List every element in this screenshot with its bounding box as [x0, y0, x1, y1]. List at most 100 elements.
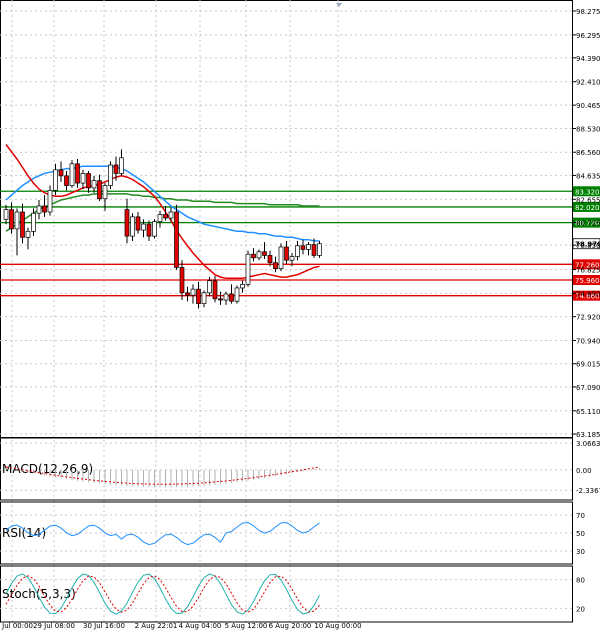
macd-tick-label: -2.3367	[576, 487, 600, 495]
price-tick-label: 94.390	[576, 55, 600, 63]
price-tick-label: 72.920	[576, 314, 600, 322]
macd-tick-label: 3.0663	[576, 440, 600, 448]
candle-bull	[306, 244, 311, 250]
ma-red-line	[5, 144, 320, 280]
price-tick-label: 98.275	[576, 8, 600, 16]
candle-bear	[124, 209, 130, 237]
rsi-line	[5, 521, 320, 546]
candle-bull	[223, 293, 229, 301]
candle-bear	[9, 209, 14, 230]
level-price-box	[573, 201, 600, 212]
candle-bear	[42, 205, 47, 213]
candle-bull	[168, 211, 174, 219]
candle-bull	[289, 256, 295, 261]
stoch-tick-label: 80	[576, 577, 585, 585]
moving-averages	[5, 144, 320, 280]
candle-bull	[201, 292, 207, 304]
time-tick-label: 6 Aug 20:00	[269, 622, 312, 630]
candle-bull	[240, 283, 245, 289]
support-resistance-levels: 83.320 82.020 80.720 77.260 75.960 74.660 78.9…	[0, 186, 600, 301]
candle-bear	[196, 288, 201, 304]
candle-bear	[20, 211, 25, 238]
price-tick-label: 65.110	[576, 408, 600, 416]
level-price-box	[573, 259, 600, 270]
level-price-label: 77.260	[575, 261, 600, 269]
candle-bull	[256, 251, 262, 259]
candle-bear	[75, 163, 80, 184]
candle-bull	[317, 243, 322, 256]
rsi-tick-label: 50	[576, 530, 585, 538]
time-tick-label: 30 Jul 16:00	[83, 622, 125, 630]
candle-bull	[31, 212, 36, 232]
rsi-label: RSI(14)	[2, 526, 46, 540]
candle-bear	[212, 280, 218, 300]
candle-bear	[267, 255, 273, 263]
stoch-d-line	[5, 575, 320, 613]
candle-bear	[218, 298, 223, 301]
candle-bull	[91, 180, 97, 189]
price-tick-label: 92.410	[576, 79, 600, 87]
candle-bear	[174, 211, 179, 268]
stoch-k-line	[5, 573, 320, 615]
price-tick-label: 86.560	[576, 149, 600, 157]
candle-bear	[113, 164, 119, 174]
price-tick-label: 78.850	[576, 242, 600, 250]
time-tick-label: 4 Aug 04:00	[179, 622, 222, 630]
candle-bull	[25, 230, 31, 238]
price-tick-label: 90.465	[576, 102, 600, 110]
candle-bear	[179, 267, 185, 294]
candle-bear	[185, 292, 190, 296]
candle-bear	[300, 245, 306, 250]
macd-label: MACD(12,26,9)	[2, 462, 93, 476]
candle-bull	[36, 205, 42, 214]
price-tick-label: 82.655	[576, 196, 600, 204]
level-price-label: 82.020	[575, 204, 600, 212]
level-price-box	[573, 217, 600, 228]
scroll-marker-icon[interactable]	[336, 3, 342, 7]
time-tick-label: 29 Jul 08:00	[33, 622, 75, 630]
candle-bear	[229, 293, 234, 302]
ma-blue-line	[5, 165, 320, 242]
price-axis: 98.275 96.295 94.390 92.410 90.465 88.530 86.5…	[572, 8, 600, 439]
candle-bull	[108, 164, 113, 186]
candle-bull	[47, 189, 53, 213]
candle-bear	[97, 180, 102, 200]
candle-bull	[14, 211, 20, 230]
stoch-panel-frame	[0, 565, 573, 623]
candle-bear	[86, 173, 91, 189]
candle-bull	[119, 157, 124, 174]
level-price-box	[573, 290, 600, 301]
candle-bear	[146, 223, 152, 237]
candle-bear	[262, 251, 267, 256]
candle-bull	[130, 216, 135, 237]
level-price-label: 75.960	[575, 277, 600, 285]
macd-signal-line	[5, 466, 320, 485]
candle-bear	[273, 262, 278, 270]
macd-panel-frame	[0, 437, 573, 501]
time-tick-label: 2 Aug 22:01	[135, 622, 178, 630]
macd-tick-label: 0.00	[576, 467, 592, 475]
stoch-tick-label: 20	[576, 605, 585, 613]
current-price-label: 78.970	[575, 241, 600, 249]
candle-bull	[69, 163, 75, 186]
price-tick-label: 80.725	[576, 220, 600, 228]
price-tick-label: 63.185	[576, 431, 600, 439]
candle-bull	[80, 173, 86, 184]
candle-bear	[284, 246, 289, 261]
time-tick-label: 28 Jul 00:00	[0, 622, 33, 630]
time-tick-label: 10 Aug 00:00	[314, 622, 361, 630]
candle-bull	[141, 223, 146, 231]
indicator-panels: 3.0663 0.00 -2.3367 MACD(12,26,9) 70 50 30 RSI(…	[0, 437, 600, 623]
candle-bull	[234, 287, 240, 302]
candle-bear	[251, 253, 256, 259]
candle-bear	[64, 175, 69, 186]
level-price-box	[573, 275, 600, 286]
price-tick-label: 76.825	[576, 267, 600, 275]
candle-bull	[152, 221, 157, 237]
price-tick-label: 69.015	[576, 361, 600, 369]
candle-bull	[207, 280, 212, 294]
candle-bull	[157, 214, 163, 223]
